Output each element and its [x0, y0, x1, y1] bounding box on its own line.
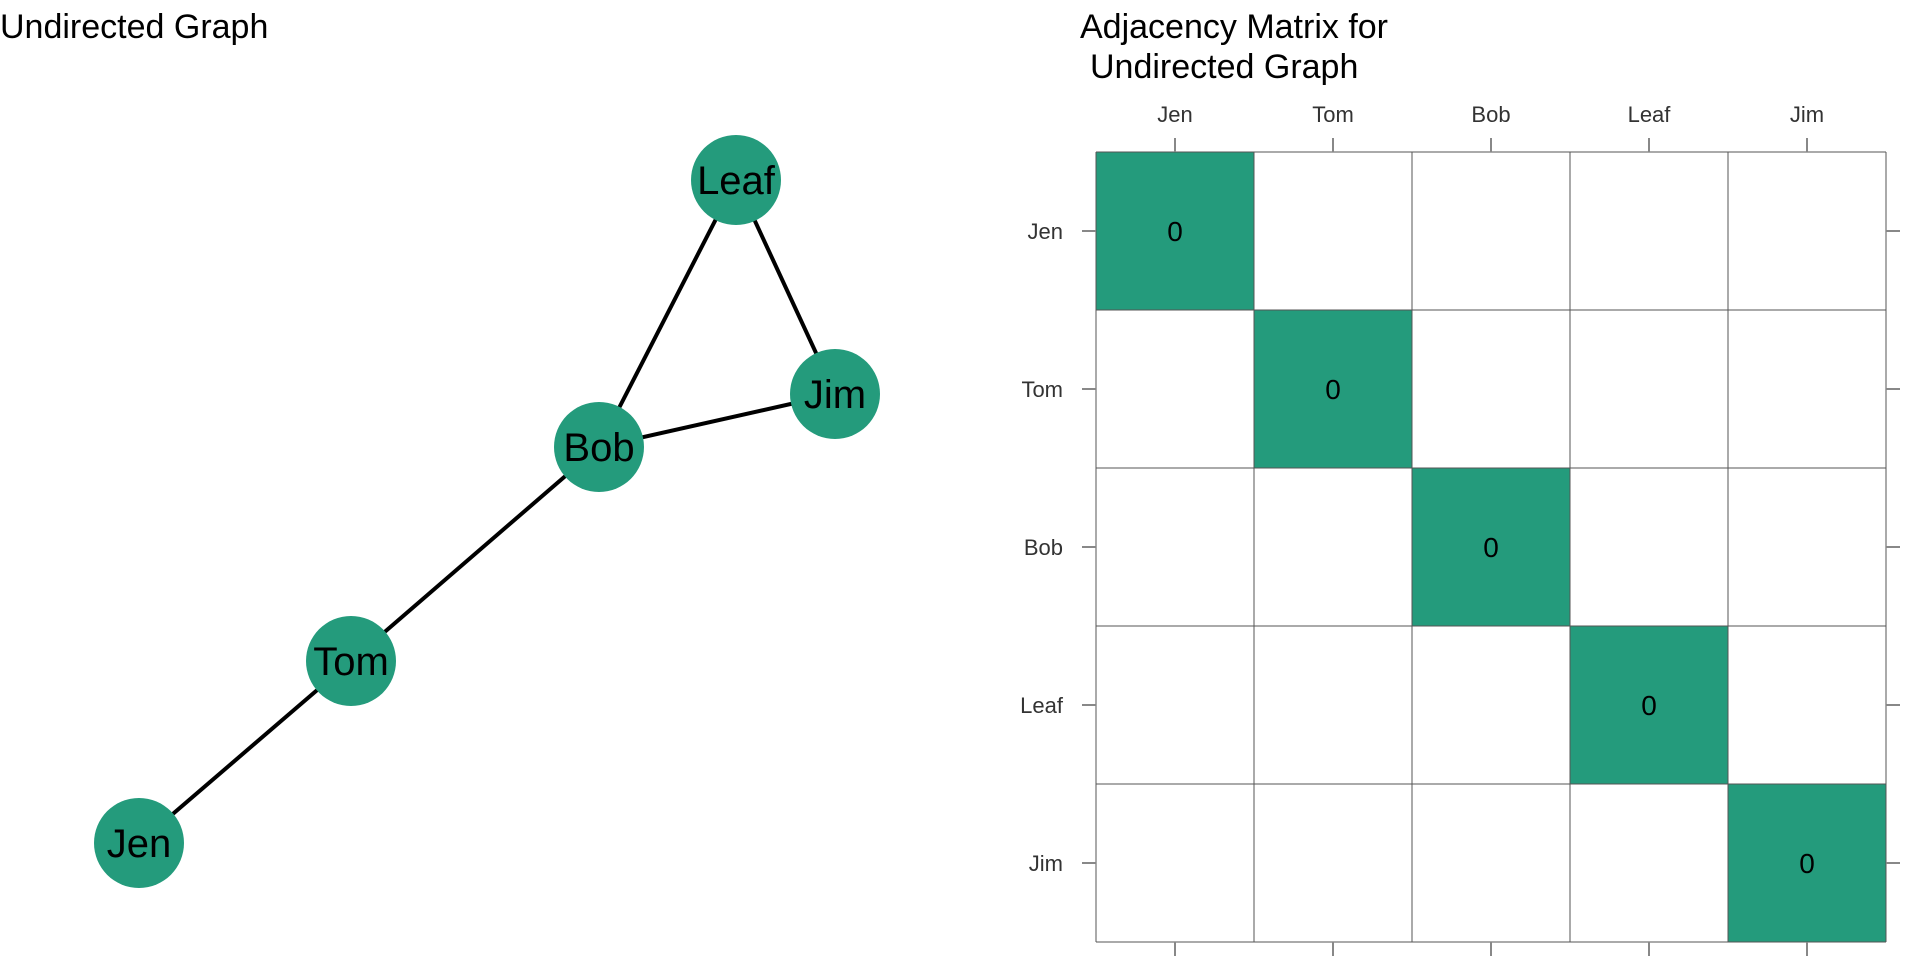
- graph-title: Undirected Graph: [0, 8, 268, 46]
- edge-bob-leaf: [597, 179, 738, 448]
- node-bob: Bob: [554, 402, 644, 492]
- node-circle: [554, 402, 644, 492]
- matrix-ticks: [1082, 138, 1900, 956]
- graph-nodes: Jen Tom Bob Leaf Jim: [94, 135, 880, 888]
- matrix-cell-value: 0: [1641, 690, 1657, 721]
- node-jim: Jim: [790, 349, 880, 439]
- edge-jen-tom: [137, 659, 353, 845]
- column-label-leaf: Leaf: [1628, 102, 1672, 127]
- node-label: Jen: [107, 822, 172, 866]
- row-label-tom: Tom: [1021, 377, 1063, 402]
- matrix-cell-value: 0: [1325, 374, 1341, 405]
- row-label-jen: Jen: [1028, 219, 1063, 244]
- node-label: Tom: [313, 640, 389, 684]
- node-label: Bob: [563, 426, 634, 470]
- node-label: Leaf: [697, 159, 776, 203]
- matrix-cell-value: 0: [1483, 532, 1499, 563]
- matrix-cell-bob-bob: [1412, 468, 1570, 626]
- matrix-cell-leaf-leaf: [1570, 626, 1728, 784]
- matrix-title-line2: Undirected Graph: [1090, 48, 1358, 86]
- node-leaf: Leaf: [691, 135, 781, 225]
- column-label-jim: Jim: [1790, 102, 1824, 127]
- node-tom: Tom: [306, 616, 396, 706]
- row-label-bob: Bob: [1024, 535, 1063, 560]
- matrix-cell-tom-tom: [1254, 310, 1412, 468]
- row-label-jim: Jim: [1029, 851, 1063, 876]
- column-label-jen: Jen: [1157, 102, 1192, 127]
- matrix-cell-value: 0: [1799, 848, 1815, 879]
- row-label-leaf: Leaf: [1020, 693, 1064, 718]
- matrix-cells: [1096, 152, 1886, 942]
- column-label-bob: Bob: [1471, 102, 1510, 127]
- matrix-row-labels: Jen Tom Bob Leaf Jim: [1020, 219, 1064, 876]
- matrix-cell-values: 0 0 0 0 0: [1167, 216, 1815, 879]
- node-label: Jim: [804, 373, 866, 417]
- node-circle: [94, 798, 184, 888]
- matrix-panel: Adjacency Matrix for Undirected Graph Je…: [1020, 8, 1900, 956]
- node-circle: [306, 616, 396, 706]
- matrix-cell-jim-jim: [1728, 784, 1886, 942]
- graph-panel: Undirected Graph Jen Tom Bob Leaf Jim: [0, 8, 880, 888]
- column-label-tom: Tom: [1312, 102, 1354, 127]
- node-circle: [691, 135, 781, 225]
- node-circle: [790, 349, 880, 439]
- graph-edges: [137, 179, 837, 845]
- matrix-title-line1: Adjacency Matrix for: [1080, 8, 1388, 46]
- matrix-cell-jen-jen: [1096, 152, 1254, 310]
- matrix-column-labels: Jen Tom Bob Leaf Jim: [1157, 102, 1824, 127]
- edge-tom-bob: [349, 445, 601, 663]
- matrix-cell-value: 0: [1167, 216, 1183, 247]
- node-jen: Jen: [94, 798, 184, 888]
